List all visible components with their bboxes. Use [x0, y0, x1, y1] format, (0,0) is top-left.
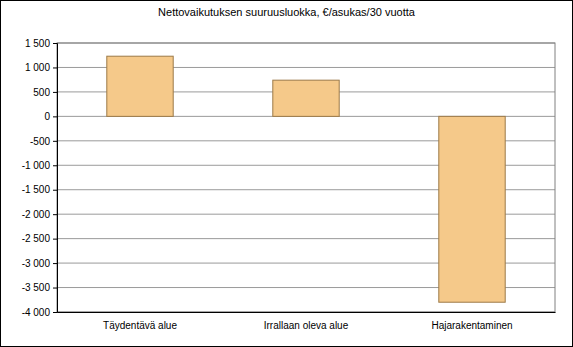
bar — [439, 116, 505, 302]
x-tick: Hajarakentaminen — [431, 312, 512, 331]
x-tick-label: Täydentävä alue — [103, 320, 177, 331]
x-tick-label: Hajarakentaminen — [431, 320, 512, 331]
y-tick-mark — [53, 214, 57, 215]
x-tick: Irrallaan oleva alue — [264, 312, 349, 331]
x-axis-line — [58, 312, 556, 313]
bar — [107, 56, 173, 116]
y-axis: 1 500 1 000 500 0 -500 -1 000 -1 500 -2 000 -2 5… — [22, 38, 58, 318]
y-tick-label: 1 500 — [25, 38, 50, 49]
y-tick-mark — [53, 141, 57, 142]
y-tick-label: -2 000 — [22, 209, 51, 220]
y-tick-label: -3 000 — [22, 258, 51, 269]
y-tick-mark — [53, 67, 57, 68]
y-tick-mark — [53, 312, 57, 313]
y-tick-label: -500 — [30, 136, 50, 147]
bar — [273, 80, 339, 116]
y-tick-label: -3 500 — [22, 282, 51, 293]
y-tick-label: 500 — [33, 87, 50, 98]
y-tick: 0 — [44, 111, 57, 122]
y-tick-label: -4 000 — [22, 307, 51, 318]
y-tick: -2 000 — [22, 209, 57, 220]
y-tick-mark — [53, 288, 57, 289]
x-tick-label: Irrallaan oleva alue — [264, 320, 349, 331]
y-tick: 500 — [33, 87, 57, 98]
chart: Nettovaikutuksen suuruusluokka, €/asukas… — [0, 0, 573, 347]
y-tick: 1 500 — [25, 38, 57, 49]
y-tick-mark — [53, 116, 57, 117]
plot-area — [57, 43, 555, 312]
y-tick-mark — [53, 239, 57, 240]
y-tick: -3 500 — [22, 282, 57, 293]
y-tick: -3 000 — [22, 258, 57, 269]
plot-frame — [57, 43, 555, 312]
y-tick: -500 — [30, 136, 57, 147]
y-tick-label: 0 — [44, 111, 50, 122]
chart-border — [1, 1, 573, 347]
bars — [107, 56, 505, 302]
y-axis-line — [53, 44, 58, 313]
y-tick: -4 000 — [22, 307, 57, 318]
y-tick-mark — [53, 92, 57, 93]
y-tick-mark — [53, 165, 57, 166]
y-tick-label: -2 500 — [22, 233, 51, 244]
y-tick-mark — [53, 190, 57, 191]
title: Nettovaikutuksen suuruusluokka, €/asukas… — [158, 6, 416, 18]
y-tick-label: -1 000 — [22, 160, 51, 171]
y-tick-label: 1 000 — [25, 62, 50, 73]
y-tick-mark — [53, 263, 57, 264]
y-tick-label: -1 500 — [22, 184, 51, 195]
y-tick: -1 000 — [22, 160, 57, 171]
y-tick: 1 000 — [25, 62, 57, 73]
y-tick-mark — [53, 43, 57, 44]
x-axis: Täydentävä alue Irrallaan oleva alue Hajar… — [58, 312, 556, 331]
y-tick: -1 500 — [22, 184, 57, 195]
x-tick: Täydentävä alue — [103, 312, 177, 331]
grid — [57, 43, 555, 312]
y-tick: -2 500 — [22, 233, 57, 244]
